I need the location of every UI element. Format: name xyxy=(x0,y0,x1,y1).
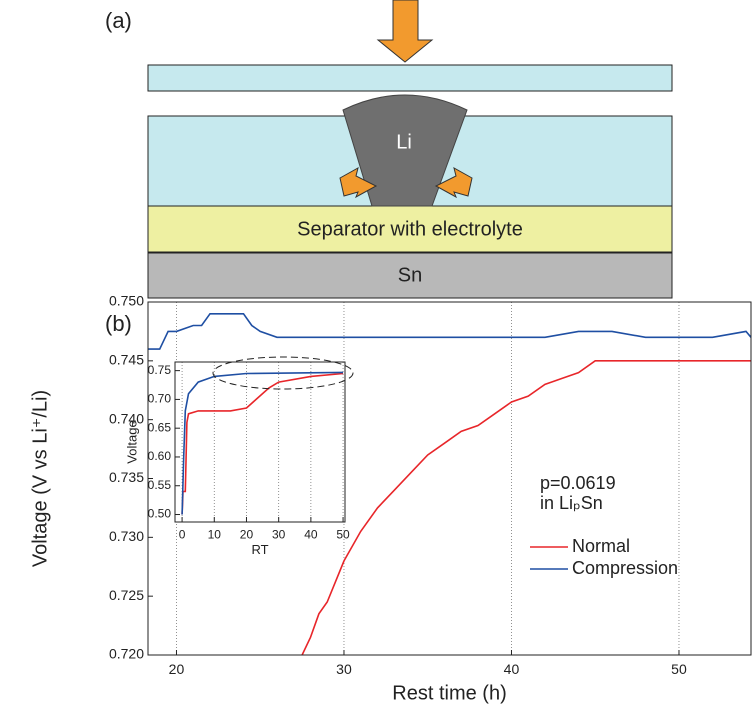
x-axis-label: RT xyxy=(251,542,268,557)
y-tick-label: 0.725 xyxy=(109,587,144,603)
y-tick-label: 0.50 xyxy=(148,507,172,521)
highlight-ellipse xyxy=(212,356,354,390)
sn-layer xyxy=(147,252,673,299)
y-axis-label: Voltage xyxy=(124,420,139,463)
x-tick-label: 50 xyxy=(336,527,350,541)
annotation: p=0.0619 xyxy=(540,473,616,493)
series-line xyxy=(148,313,752,350)
panel-label: (a) xyxy=(105,8,132,33)
y-tick-label: 0.70 xyxy=(148,392,172,406)
separator xyxy=(147,205,673,253)
plot-area xyxy=(175,362,345,522)
pressure-arrow xyxy=(376,0,434,63)
x-tick-label: 50 xyxy=(671,661,687,677)
series-line xyxy=(301,360,751,656)
x-tick-label: 30 xyxy=(336,661,352,677)
y-tick-label: 0.55 xyxy=(148,478,172,492)
separator-label: Separator with electrolyte xyxy=(297,218,523,240)
x-tick-label: 20 xyxy=(240,527,254,541)
y-axis-label: Voltage (V vs Li⁺/Li) xyxy=(29,390,51,567)
legend-label: Compression xyxy=(572,558,678,578)
y-tick-label: 0.730 xyxy=(109,528,144,544)
plot-frame xyxy=(174,361,346,523)
x-tick-label: 40 xyxy=(304,527,318,541)
x-tick-label: 10 xyxy=(208,527,222,541)
panel-label: (b) xyxy=(105,311,132,336)
x-tick-label: 20 xyxy=(169,661,185,677)
annotation: in LiₚSn xyxy=(540,493,603,513)
side-arrow xyxy=(339,167,378,199)
x-tick-label: 30 xyxy=(272,527,286,541)
y-tick-label: 0.735 xyxy=(109,469,144,485)
series-line xyxy=(181,372,344,515)
x-tick-label: 0 xyxy=(179,527,186,541)
x-axis-label: Rest time (h) xyxy=(392,683,506,705)
x-tick-label: 40 xyxy=(504,661,520,677)
y-tick-label: 0.60 xyxy=(148,449,172,463)
side-arrow xyxy=(434,167,473,199)
y-tick-label: 0.750 xyxy=(109,293,144,309)
sn-label: Sn xyxy=(398,264,422,286)
y-tick-label: 0.65 xyxy=(148,420,172,434)
y-tick-label: 0.720 xyxy=(109,646,144,662)
li-dendrite xyxy=(342,94,468,207)
li-label: Li xyxy=(396,131,412,153)
plot-frame xyxy=(147,301,752,656)
legend-label: Normal xyxy=(572,536,630,556)
y-tick-label: 0.740 xyxy=(109,410,144,426)
series-line xyxy=(181,371,344,515)
y-tick-label: 0.75 xyxy=(148,363,172,377)
top-plate xyxy=(147,64,673,92)
y-tick-label: 0.745 xyxy=(109,352,144,368)
